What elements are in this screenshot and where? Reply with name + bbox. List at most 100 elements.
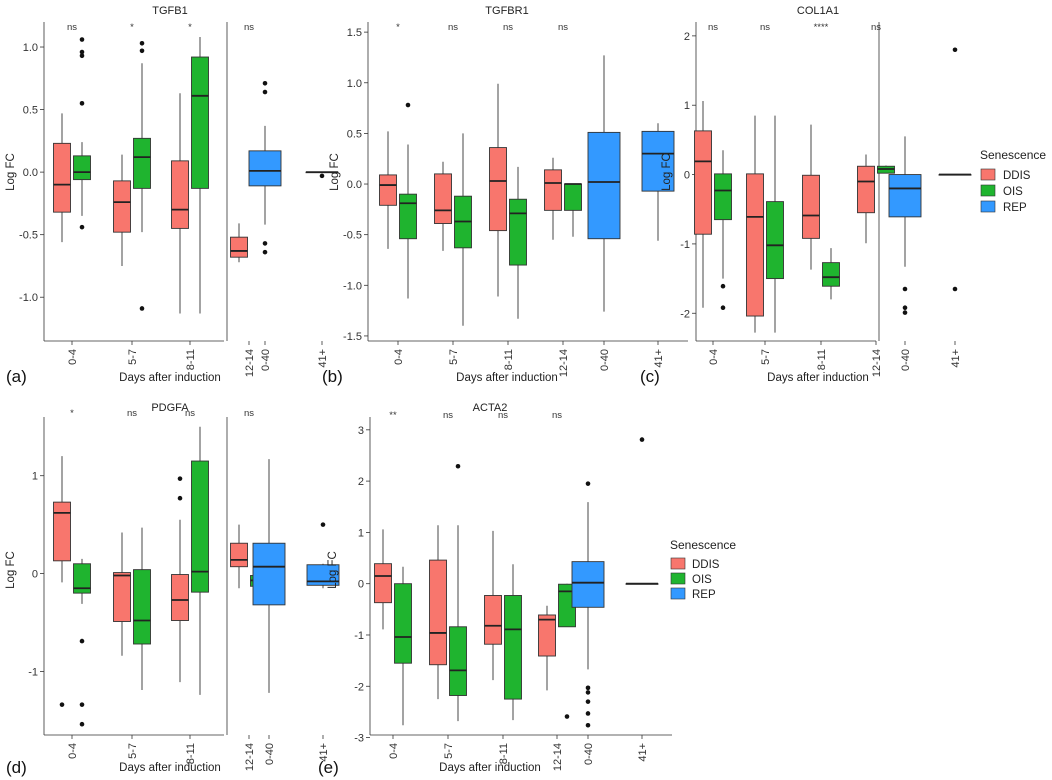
box-ddis-0-4 [53,113,71,243]
box-ddis-8-11 [489,83,507,297]
panel-letter: (a) [6,367,27,386]
box-ddis-5-7 [746,115,764,333]
x-tick-label: 5-7 [448,349,460,365]
box-ddis-5-7 [429,525,447,700]
y-tick-label: 1.0 [347,78,362,90]
x-tick-label: 0-4 [388,743,400,759]
legend-label-ois: OIS [1003,186,1023,198]
significance-label: * [70,408,74,419]
y-tick-label: -0.5 [343,230,362,242]
box-iqr [484,595,502,645]
x-tick-label: 0-4 [393,349,405,365]
box-iqr [538,614,556,657]
legend-label-ddis: DDIS [692,559,720,571]
y-axis-label: Log FC [5,551,17,589]
panel-b-tgfbr1: TGFBR1 Log FC Days after induction (b) 1… [322,5,688,386]
x-tick-label: 5-7 [760,349,772,365]
box-rep-41+ [641,123,675,241]
outlier-point [59,702,65,707]
significance-label: ns [498,410,508,421]
significance-label: ns [871,22,881,33]
y-tick-label: -2 [680,308,690,320]
box-ddis-12-14 [538,605,556,691]
outlier-point [139,306,145,311]
outlier-point [319,173,325,179]
y-tick-label: 0.0 [347,179,362,191]
y-tick-label: 3 [358,425,364,437]
box-iqr [746,173,764,317]
outlier-point [262,80,268,86]
x-tick-label: 41+ [637,743,649,762]
outlier-point [902,310,908,315]
outlier-point [585,481,591,486]
x-tick-label: 12-14 [552,743,564,771]
y-tick-label: -1.0 [19,292,38,304]
box-ois-8-11 [504,564,522,721]
box-ddis-8-11 [484,530,502,681]
x-tick-label: 0-40 [260,349,272,371]
box-iqr [544,169,562,211]
box-iqr [714,173,732,221]
x-tick-label: 41+ [653,349,665,368]
box-iqr [504,595,522,700]
box-iqr [449,626,467,696]
outlier-point [585,722,591,728]
outlier-point [585,699,591,704]
y-axis-label: Log FC [5,153,17,191]
x-axis-label: Days after induction [119,762,221,774]
legend-swatch-rep [980,200,996,213]
outlier-point [262,241,268,246]
panel-letter: (e) [318,758,339,777]
panel-title: TGFBR1 [485,5,528,17]
x-tick-label: 12-14 [244,349,256,377]
outlier-point [79,224,85,230]
panel-title: COL1A1 [797,5,839,17]
box-iqr [822,262,840,287]
box-iqr [857,165,875,214]
panel-c-col1a1: COL1A1 Log FC Days after induction (c) 2… [640,5,972,386]
box-iqr [509,198,527,266]
box-iqr [888,174,922,218]
significance-label: ns [503,22,513,33]
x-axis-label: Days after induction [439,762,541,774]
legend-top: Senescence DDIS OIS REP [980,148,1046,214]
significance-label: * [130,22,134,33]
box-rep-41+ [938,47,972,292]
panel-title: ACTA2 [473,402,508,414]
box-ddis-0-4 [53,456,71,707]
box-ois-0-4 [73,558,91,727]
x-tick-label: 0-4 [67,349,79,365]
box-iqr [73,155,91,181]
box-ois-5-7 [133,40,151,311]
significance-label: ns [244,408,254,419]
box-ois-12-14 [564,183,582,237]
box-ois-12-14 [877,165,895,174]
box-iqr [171,160,189,229]
box-ddis-0-4 [694,101,712,308]
significance-label: ns [244,22,254,33]
y-axis-label: Log FC [661,153,673,191]
x-tick-label: 0-4 [67,743,79,759]
y-axis-label: Log FC [327,551,339,589]
box-ois-8-11 [191,426,209,695]
panel-title: TGFB1 [152,5,187,17]
significance-label: * [188,22,192,33]
box-iqr [394,583,412,664]
box-ois-5-7 [454,133,472,326]
box-iqr [113,180,131,233]
box-iqr [766,201,784,280]
x-tick-label: 5-7 [127,743,139,759]
box-iqr [230,236,248,258]
significance-label: ns [127,408,137,419]
box-iqr [587,131,621,240]
x-tick-label: 41+ [318,743,330,762]
y-tick-label: -1 [28,666,38,678]
significance-label: ** [389,410,397,421]
box-iqr [230,542,248,568]
x-axis-label: Days after induction [456,372,558,384]
box-ddis-5-7 [113,154,131,266]
legend-swatch-ddis [980,168,996,181]
outlier-point [720,283,726,289]
y-tick-label: 1 [358,527,364,539]
significance-label: ns [448,22,458,33]
